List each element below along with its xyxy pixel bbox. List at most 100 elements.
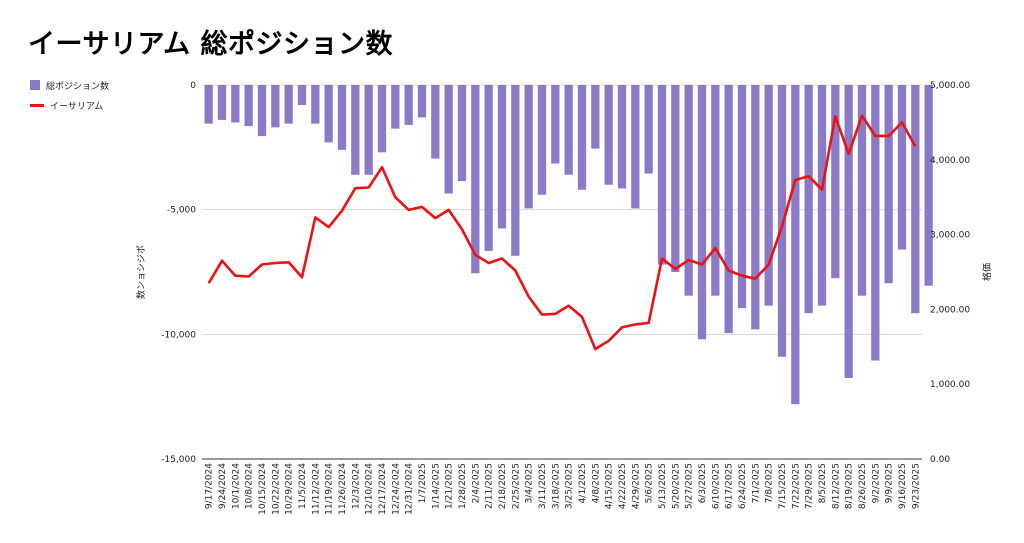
bar [857, 85, 867, 296]
x-tick-label: 1/28/2025 [458, 463, 468, 509]
x-tick-label: 8/5/2025 [818, 463, 828, 503]
y-right-axis-title: 格価 [981, 263, 993, 281]
y-right-tick-label: 1,000.00 [930, 380, 970, 390]
legend-label-positions: 総ポジション数 [46, 81, 110, 92]
x-tick-label: 10/15/2024 [258, 463, 268, 515]
x-tick-label: 11/12/2024 [311, 463, 321, 515]
bar [417, 85, 427, 118]
legend: 総ポジション数 イーサリアム [30, 78, 109, 118]
bar [817, 85, 827, 306]
bar [671, 85, 680, 272]
x-tick-label: 4/8/2025 [591, 463, 601, 503]
bar [697, 85, 707, 340]
line-series [207, 114, 917, 351]
bar [631, 85, 640, 209]
x-tick-label: 11/26/2024 [338, 463, 348, 515]
x-tick-label: 6/24/2025 [738, 463, 748, 509]
bar [897, 85, 907, 250]
x-tick-label: 4/29/2025 [631, 463, 641, 509]
x-tick-label: 4/1/2025 [578, 463, 588, 503]
bar [377, 85, 387, 153]
x-tick-label: 7/22/2025 [791, 463, 801, 509]
bar [431, 85, 440, 159]
x-tick-label: 10/8/2024 [245, 463, 255, 509]
x-tick-label: 5/6/2025 [645, 463, 655, 503]
y-right-tick-label: 5,000.00 [930, 81, 970, 91]
x-tick-label: 2/25/2025 [511, 463, 521, 509]
bar [791, 85, 800, 405]
y-right-tick-label: 2,000.00 [930, 305, 970, 315]
bar [577, 85, 587, 190]
chart-title: イーサリアム 総ポジション数 [28, 29, 393, 60]
bar [884, 85, 893, 284]
x-tick-label: 1/21/2025 [445, 463, 455, 509]
x-tick-label: 8/26/2025 [858, 463, 868, 509]
y-right-tick-label: 0.00 [930, 455, 950, 465]
bar [244, 85, 253, 127]
bar [551, 85, 560, 164]
x-tick-label: 2/18/2025 [498, 463, 508, 509]
bar [364, 85, 373, 175]
bar [764, 85, 773, 306]
bar [777, 85, 787, 357]
bar [257, 85, 267, 137]
x-tick-label: 7/1/2025 [751, 463, 761, 503]
x-tick-label: 7/8/2025 [765, 463, 775, 503]
x-tick-label: 7/29/2025 [805, 463, 815, 509]
x-tick-label: 5/20/2025 [671, 463, 681, 509]
bar [751, 85, 760, 330]
x-tick-label: 9/16/2025 [898, 463, 908, 509]
legend-swatch-bar [30, 80, 40, 90]
x-tick-label: 12/3/2024 [351, 463, 361, 509]
bar [684, 85, 693, 296]
x-tick-label: 2/11/2025 [485, 463, 495, 509]
bar [591, 85, 600, 149]
x-tick-label: 1/14/2025 [431, 463, 441, 509]
x-tick-label: 4/22/2025 [618, 463, 628, 509]
bar [271, 85, 280, 128]
x-tick-label: 6/3/2025 [698, 463, 708, 503]
x-tick-label: 3/18/2025 [551, 463, 561, 509]
x-tick-label: 10/1/2024 [231, 463, 241, 509]
bar [871, 85, 880, 361]
bar [337, 85, 347, 150]
x-tick-label: 6/10/2025 [711, 463, 721, 509]
bar [231, 85, 240, 123]
bar [444, 85, 453, 194]
bar [604, 85, 613, 185]
bar [804, 85, 813, 314]
x-tick-label: 9/23/2025 [911, 463, 921, 509]
bar [711, 85, 720, 296]
bar [497, 85, 507, 229]
x-tick-label: 9/17/2024 [205, 463, 215, 509]
bar [324, 85, 333, 143]
x-tick-label: 2/4/2025 [471, 463, 481, 503]
bar-series [204, 85, 933, 405]
bar [911, 85, 920, 314]
x-tick-label: 3/4/2025 [525, 463, 535, 503]
bar [284, 85, 293, 124]
price-line [207, 114, 917, 351]
bar [404, 85, 413, 125]
bar [297, 85, 307, 105]
y-right-tick-label: 3,000.00 [930, 231, 970, 241]
bar [484, 85, 493, 251]
axes: 0 -5,000 -10,000 -15,000 5,000.00 4,000.00 3,0… [135, 81, 993, 515]
legend-swatch-line [30, 103, 44, 107]
x-tick-label: 3/25/2025 [565, 463, 575, 509]
x-tick-label: 9/2/2025 [871, 463, 881, 503]
y-right-tick-label: 4,000.00 [930, 156, 970, 166]
x-tick-label: 3/11/2025 [538, 463, 548, 509]
bar [617, 85, 627, 189]
x-tick-label: 12/10/2024 [365, 463, 375, 515]
x-tick-label: 5/27/2025 [685, 463, 695, 509]
x-tick-label: 9/24/2024 [218, 463, 228, 509]
bar [564, 85, 573, 175]
x-tick-label: 12/17/2024 [378, 463, 388, 515]
bar [524, 85, 533, 209]
bar [311, 85, 320, 124]
bar [391, 85, 400, 129]
bar [537, 85, 547, 195]
x-tick-label: 8/12/2025 [831, 463, 841, 509]
